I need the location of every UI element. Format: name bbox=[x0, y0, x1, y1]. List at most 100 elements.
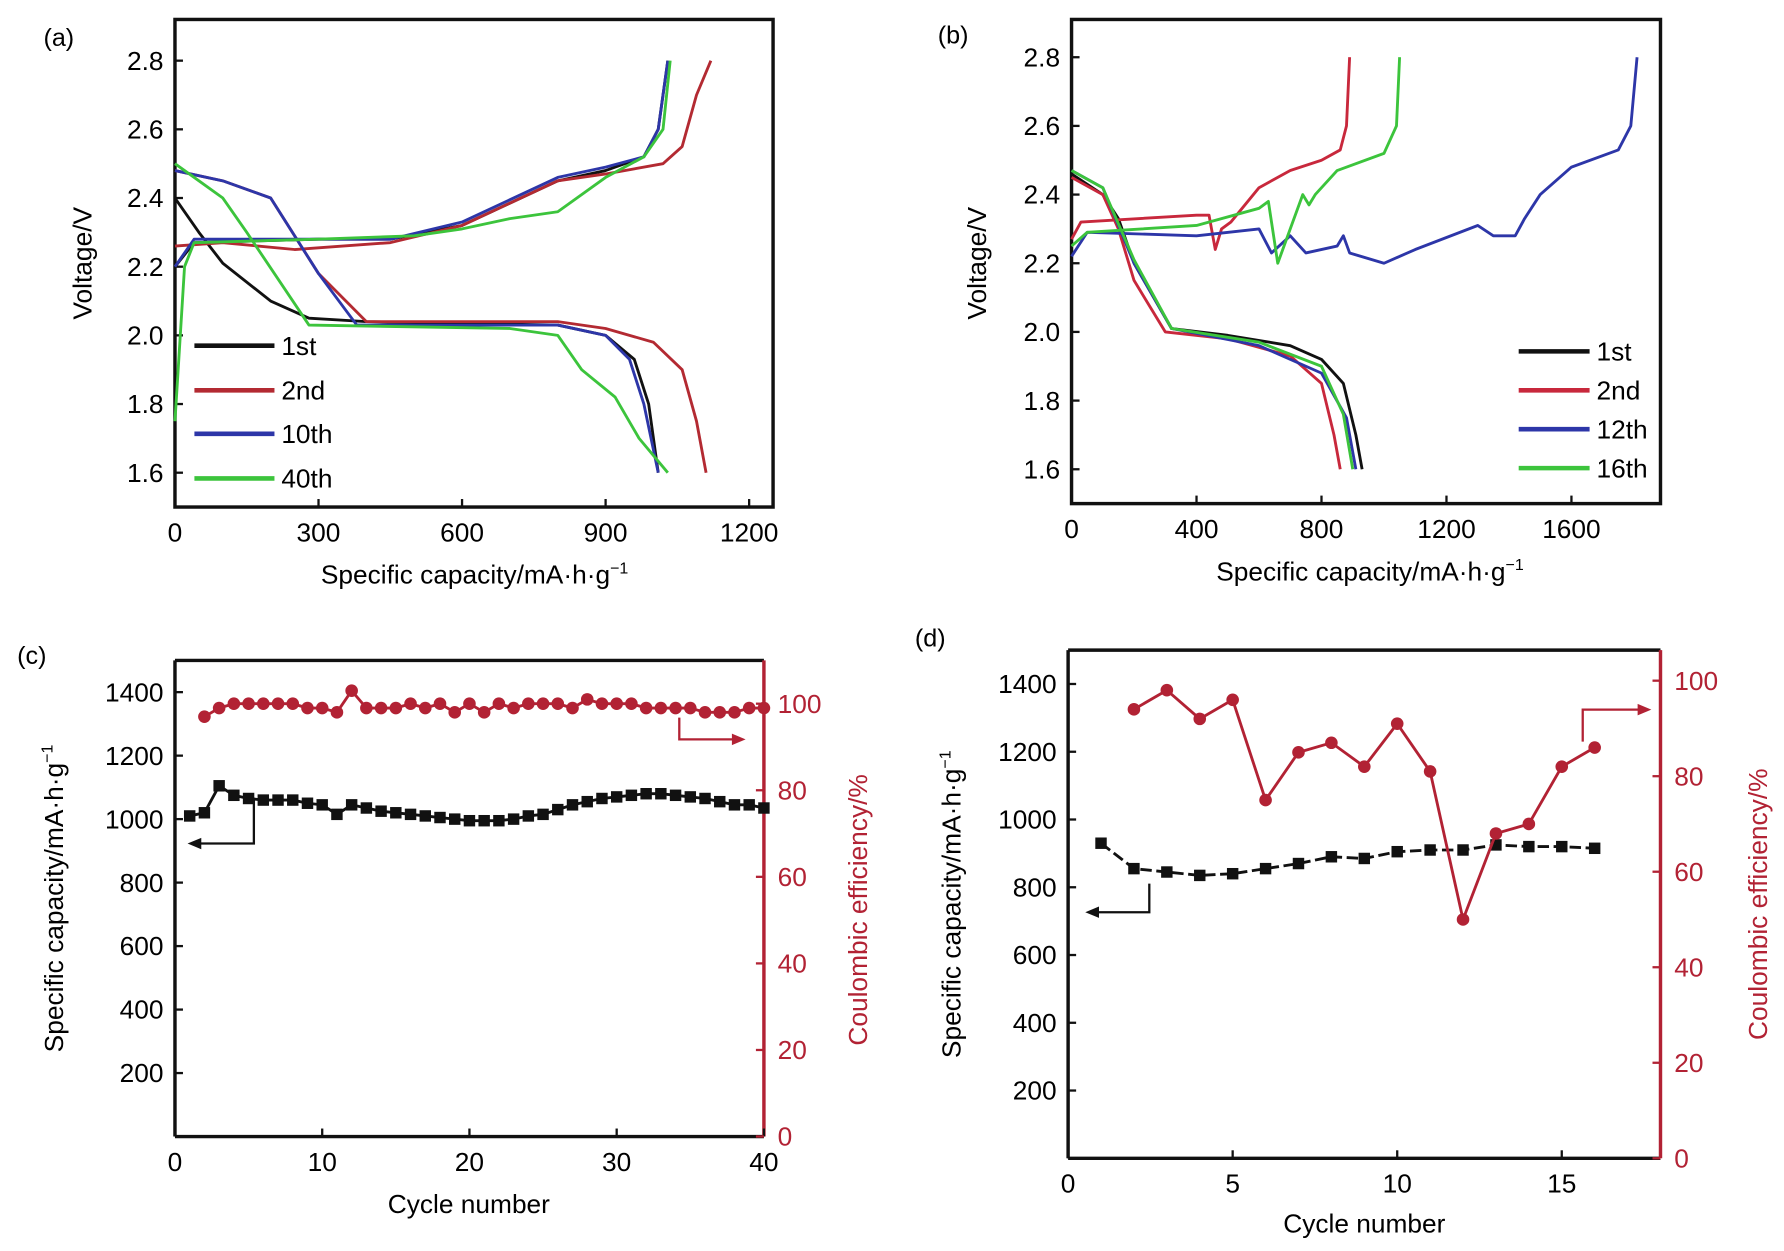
data-point-capacity bbox=[684, 791, 697, 803]
x-tick-label: 900 bbox=[584, 517, 628, 547]
data-point-capacity bbox=[507, 813, 520, 825]
data-point-efficiency bbox=[669, 701, 682, 715]
data-point-efficiency bbox=[360, 701, 373, 715]
data-point-capacity bbox=[242, 792, 255, 805]
panel-label: (c) bbox=[17, 642, 46, 670]
series-line-16th bbox=[1070, 57, 1402, 265]
y-tick-label: 1.8 bbox=[127, 389, 164, 419]
data-point-efficiency bbox=[1555, 760, 1569, 773]
right-y-tick-label: 20 bbox=[1674, 1048, 1703, 1078]
plot-frame bbox=[173, 17, 775, 509]
data-point-capacity bbox=[213, 780, 225, 792]
data-point-efficiency bbox=[418, 701, 432, 715]
data-point-capacity bbox=[1095, 837, 1107, 849]
data-point-capacity bbox=[581, 795, 593, 808]
y-tick-label: 800 bbox=[120, 868, 164, 898]
data-point-efficiency bbox=[625, 697, 638, 710]
data-point-capacity bbox=[1588, 842, 1601, 855]
x-tick-label: 800 bbox=[1300, 514, 1344, 544]
data-point-capacity bbox=[272, 794, 284, 806]
data-point-capacity bbox=[1292, 857, 1305, 870]
data-point-efficiency bbox=[212, 701, 226, 715]
x-tick-label: 40 bbox=[749, 1147, 778, 1177]
data-point-capacity bbox=[1358, 852, 1371, 865]
x-tick-label: 20 bbox=[455, 1147, 484, 1177]
right-y-tick-label: 100 bbox=[778, 689, 822, 719]
data-point-efficiency bbox=[610, 697, 623, 710]
data-point-capacity bbox=[449, 813, 461, 825]
data-point-efficiency bbox=[713, 706, 727, 719]
data-point-efficiency bbox=[507, 701, 520, 715]
x-tick-label: 5 bbox=[1225, 1169, 1240, 1199]
data-point-capacity bbox=[287, 794, 299, 806]
data-point-efficiency bbox=[448, 706, 462, 719]
data-point-capacity bbox=[728, 799, 741, 811]
y-axis-label: Specific capacity/mA·h·g−1 bbox=[39, 745, 69, 1053]
y-tick-label: 2.2 bbox=[127, 252, 164, 282]
legend-label: 1st bbox=[1596, 337, 1632, 367]
data-point-capacity bbox=[1161, 866, 1173, 878]
data-point-efficiency bbox=[728, 706, 741, 719]
data-point-efficiency bbox=[1160, 683, 1174, 697]
y-tick-label: 2.8 bbox=[1024, 42, 1061, 72]
data-point-efficiency bbox=[242, 697, 255, 710]
data-point-efficiency bbox=[477, 706, 491, 719]
data-point-capacity bbox=[463, 814, 476, 827]
y-tick-label: 2.0 bbox=[127, 321, 164, 351]
data-point-efficiency bbox=[374, 701, 388, 715]
data-point-efficiency bbox=[1489, 827, 1503, 840]
data-point-capacity bbox=[743, 799, 755, 811]
data-point-efficiency bbox=[198, 710, 211, 723]
series-line-left bbox=[1100, 842, 1595, 877]
series-line-10th bbox=[173, 60, 670, 268]
data-point-capacity bbox=[610, 791, 623, 803]
series-line-12th bbox=[1070, 57, 1639, 265]
legend-label: 12th bbox=[1596, 414, 1647, 444]
y-tick-label: 2.0 bbox=[1024, 317, 1061, 347]
data-point-efficiency bbox=[654, 701, 668, 715]
right-y-tick-label: 40 bbox=[1674, 952, 1703, 982]
data-point-efficiency bbox=[463, 697, 476, 710]
data-point-capacity bbox=[404, 808, 417, 821]
y-tick-label: 1400 bbox=[998, 669, 1056, 699]
data-point-capacity bbox=[419, 810, 431, 822]
data-point-capacity bbox=[198, 807, 211, 819]
y-tick-label: 600 bbox=[120, 931, 164, 961]
data-point-capacity bbox=[552, 803, 564, 816]
legend-label: 2nd bbox=[1596, 375, 1640, 405]
axis-indicator-arrow bbox=[1581, 708, 1647, 742]
data-point-efficiency bbox=[639, 701, 653, 715]
panel-label: (a) bbox=[43, 24, 74, 52]
y-tick-label: 1200 bbox=[105, 741, 163, 771]
data-point-efficiency bbox=[257, 697, 270, 710]
x-axis-label: Cycle number bbox=[1283, 1209, 1445, 1239]
x-tick-label: 600 bbox=[440, 517, 484, 547]
data-point-capacity bbox=[1391, 845, 1403, 858]
axis-indicator-arrow bbox=[678, 717, 742, 741]
legend-label: 1st bbox=[281, 331, 317, 361]
series-line-40th bbox=[174, 162, 669, 474]
x-tick-label: 0 bbox=[168, 517, 183, 547]
y-tick-label: 600 bbox=[1013, 940, 1057, 970]
data-point-capacity bbox=[1226, 867, 1239, 880]
right-y-tick-label: 60 bbox=[1674, 857, 1703, 887]
axis-indicator-arrow bbox=[1089, 883, 1151, 914]
y-tick-label: 200 bbox=[120, 1058, 164, 1088]
data-point-efficiency bbox=[1259, 793, 1272, 807]
series-line-left bbox=[189, 783, 765, 823]
right-y-tick-label: 100 bbox=[1674, 666, 1718, 696]
x-tick-label: 1600 bbox=[1542, 514, 1600, 544]
series-line-2nd bbox=[174, 60, 713, 251]
data-point-efficiency bbox=[1358, 760, 1371, 773]
data-point-capacity bbox=[1424, 844, 1436, 856]
y-tick-label: 1400 bbox=[105, 677, 163, 707]
data-point-capacity bbox=[537, 808, 549, 821]
arrow-head-icon bbox=[1085, 906, 1099, 918]
axis-indicator-arrow bbox=[192, 797, 256, 845]
data-point-efficiency bbox=[536, 697, 550, 710]
y-tick-label: 2.6 bbox=[1024, 111, 1061, 141]
y-tick-label: 1.8 bbox=[1024, 386, 1061, 416]
data-point-capacity bbox=[390, 807, 402, 819]
data-point-capacity bbox=[1490, 839, 1502, 851]
